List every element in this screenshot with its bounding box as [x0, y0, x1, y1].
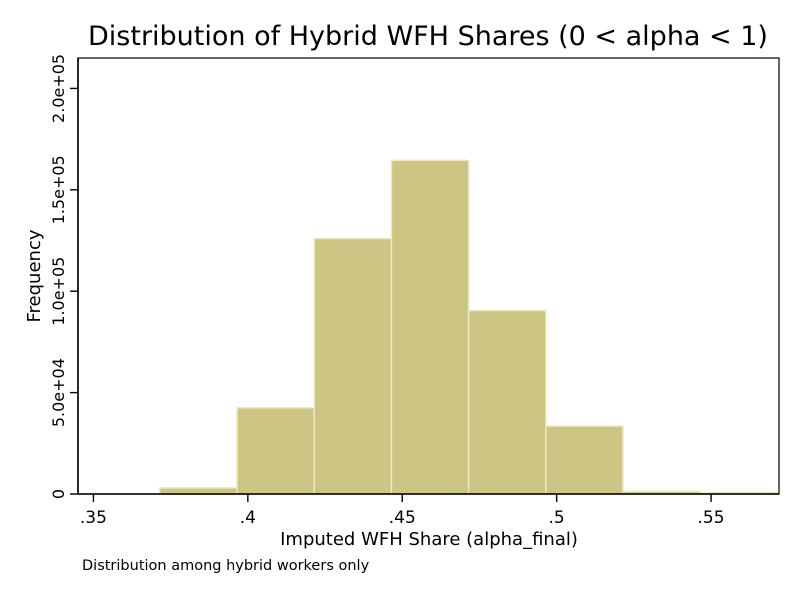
histogram-bars	[159, 159, 779, 495]
y-tick-label: 5.0e+04	[49, 358, 68, 427]
histogram-bar	[390, 159, 470, 495]
x-axis-label: Imputed WFH Share (alpha_final)	[280, 529, 578, 550]
y-tick-label: 0	[49, 489, 68, 499]
y-tick-label: 1.5e+05	[49, 155, 68, 224]
histogram-bar	[236, 407, 315, 495]
y-tick-label: 1.0e+05	[49, 257, 68, 326]
histogram-bar	[467, 309, 547, 495]
x-tick-label: .4	[240, 508, 256, 528]
histogram-bar	[159, 487, 238, 495]
y-axis-label: Frequency	[24, 229, 45, 322]
x-tick-label: .35	[80, 508, 107, 528]
chart-title: Distribution of Hybrid WFH Shares (0 < a…	[88, 21, 768, 52]
y-tick-label: 2.0e+05	[49, 54, 68, 123]
histogram-bar	[313, 237, 393, 495]
x-axis-ticks: .35 .4 .45 .5 .55	[80, 494, 725, 528]
x-tick-label: .45	[389, 508, 416, 528]
chart-note: Distribution among hybrid workers only	[82, 558, 370, 574]
histogram-bar	[545, 425, 624, 495]
x-tick-label: .5	[549, 508, 565, 528]
x-tick-label: .55	[698, 508, 725, 528]
y-axis-ticks: 0 5.0e+04 1.0e+05 1.5e+05 2.0e+05	[49, 54, 78, 499]
